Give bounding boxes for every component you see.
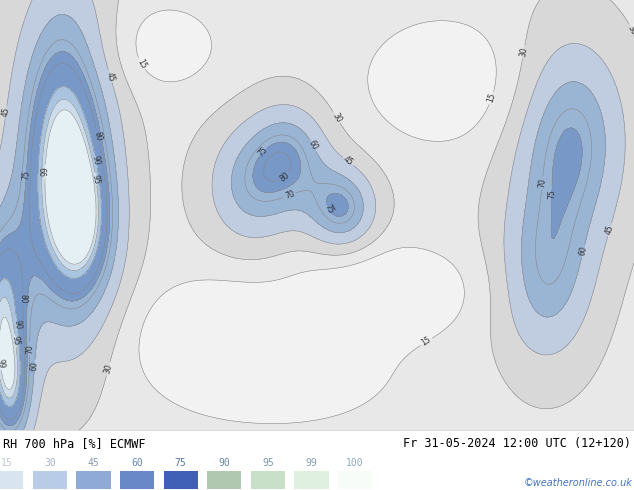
Text: 45: 45 [341, 155, 354, 168]
Text: 30: 30 [519, 46, 529, 57]
Text: 99: 99 [41, 167, 49, 176]
Text: 15: 15 [135, 57, 148, 70]
Text: 45: 45 [87, 458, 100, 468]
Text: 90: 90 [218, 458, 230, 468]
Bar [338, 471, 372, 489]
Text: 99: 99 [0, 358, 6, 368]
Text: 60: 60 [131, 458, 143, 468]
Text: 80: 80 [92, 130, 103, 142]
Text: 15: 15 [1, 458, 12, 468]
Text: 45: 45 [1, 107, 11, 118]
Text: 60: 60 [307, 139, 320, 152]
Text: 75: 75 [22, 170, 31, 180]
Text: 70: 70 [25, 344, 34, 354]
Text: 75: 75 [547, 189, 557, 199]
Text: 15: 15 [486, 92, 498, 104]
Bar [77, 471, 110, 489]
Bar [207, 471, 242, 489]
Text: 30: 30 [626, 24, 634, 37]
Bar [164, 471, 198, 489]
Text: 70: 70 [283, 189, 295, 201]
Text: 80: 80 [18, 294, 27, 304]
Text: Fr 31-05-2024 12:00 UTC (12+120): Fr 31-05-2024 12:00 UTC (12+120) [403, 437, 631, 450]
Text: 70: 70 [537, 178, 547, 189]
Text: 75: 75 [322, 203, 335, 216]
Text: ©weatheronline.co.uk: ©weatheronline.co.uk [524, 478, 633, 488]
Text: 95: 95 [262, 458, 274, 468]
Text: 30: 30 [44, 458, 56, 468]
Text: 99: 99 [306, 458, 318, 468]
Text: 60: 60 [30, 360, 39, 371]
Text: 90: 90 [12, 319, 22, 330]
Text: RH 700 hPa [%] ECMWF: RH 700 hPa [%] ECMWF [3, 437, 146, 450]
Text: 45: 45 [105, 71, 116, 82]
Text: 60: 60 [578, 245, 588, 257]
Text: 75: 75 [256, 146, 269, 159]
Bar [120, 471, 154, 489]
Text: 95: 95 [11, 335, 21, 346]
Text: 15: 15 [420, 336, 433, 348]
Bar [33, 471, 67, 489]
Bar [251, 471, 285, 489]
Text: 100: 100 [346, 458, 364, 468]
Bar [294, 471, 328, 489]
Text: 75: 75 [175, 458, 186, 468]
Text: 90: 90 [91, 155, 101, 166]
Text: 30: 30 [330, 111, 343, 124]
Text: 80: 80 [278, 171, 291, 184]
Text: 30: 30 [103, 363, 114, 375]
Text: 95: 95 [91, 173, 101, 184]
Bar [0, 471, 23, 489]
Text: 45: 45 [604, 224, 615, 236]
